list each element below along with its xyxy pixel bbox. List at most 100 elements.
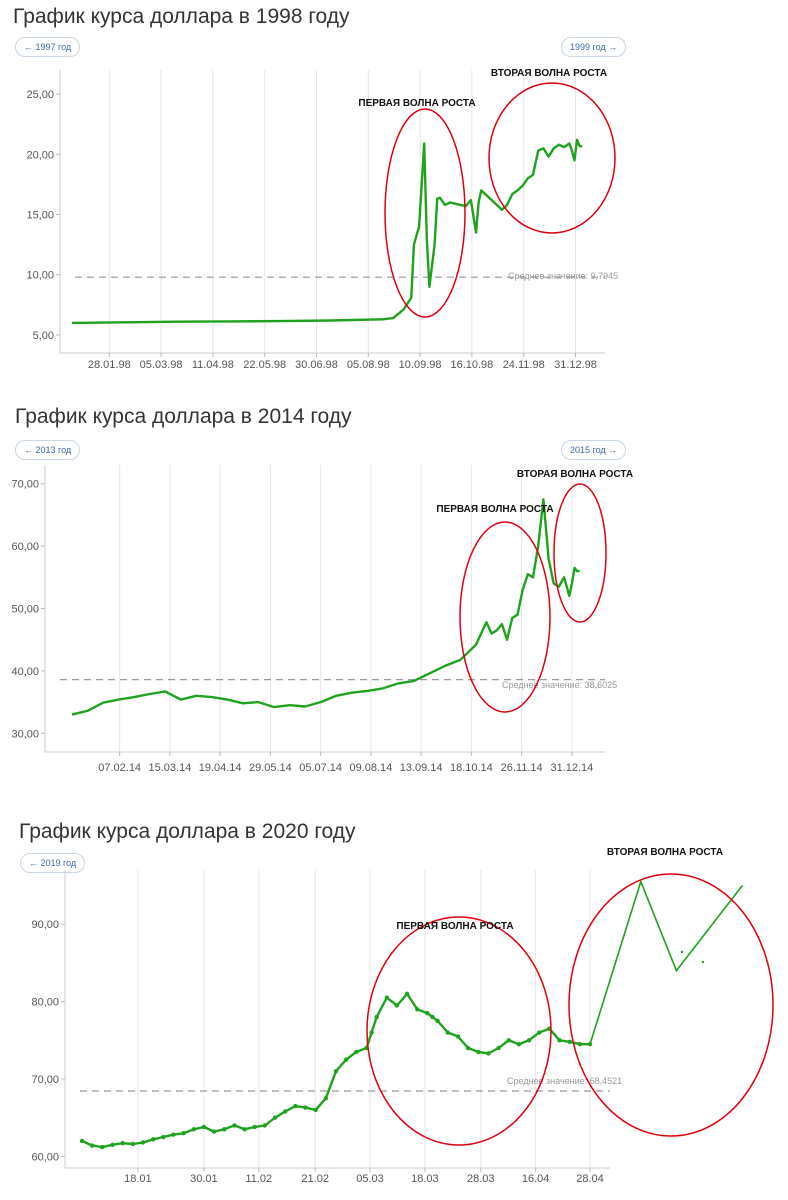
- prev-year-button[interactable]: ← 2013 год: [15, 440, 81, 460]
- x-tick-label: 05.03: [356, 1173, 384, 1185]
- x-tick-label: 29.05.14: [249, 762, 292, 774]
- x-tick-label: 30.06.98: [295, 359, 338, 371]
- annotation-second-wave: ВТОРАЯ ВОЛНА РОСТА: [607, 847, 723, 858]
- highlight-circle-second-wave: [488, 82, 616, 234]
- series-point: [430, 1014, 435, 1020]
- y-tick-label: 30,00: [11, 728, 39, 740]
- series-point: [272, 1115, 278, 1120]
- y-tick-label: 70,00: [11, 479, 39, 491]
- next-year-button[interactable]: 1999 год →: [561, 37, 627, 57]
- chart-title: График курса доллара в 1998 году: [13, 5, 350, 28]
- x-tick-label: 10.09.98: [399, 359, 442, 371]
- highlight-circle-first-wave: [459, 521, 551, 713]
- series-point: [283, 1109, 288, 1114]
- series-point: [130, 1141, 135, 1147]
- series-point: [384, 995, 389, 1000]
- series-point: [476, 1049, 481, 1055]
- series-point: [577, 1041, 583, 1047]
- series-point: [343, 1057, 349, 1062]
- series-point: [506, 1038, 511, 1043]
- series-point: [89, 1143, 95, 1148]
- line-chart-1998: 5,00 10,00 15,00 20,00 25,00 28.01.98 05.03.98…: [26, 68, 618, 371]
- prev-year-button[interactable]: ← 1997 год: [15, 37, 81, 57]
- average-label: Среднее значение: 68,4521: [507, 1076, 622, 1086]
- series-point: [293, 1103, 298, 1109]
- y-tick-label: 25,00: [26, 89, 54, 101]
- x-tick-label: 13.09.14: [400, 762, 443, 774]
- series-point: [455, 1034, 461, 1039]
- x-tick-label: 11.02: [245, 1173, 272, 1185]
- chart-panel-2020: График курса доллара в 2020 году ← 2019 …: [0, 812, 788, 1200]
- x-tick-label: 31.12.14: [550, 762, 593, 774]
- series-point: [369, 1030, 374, 1035]
- x-tick-label: 05.03.98: [140, 359, 183, 371]
- highlight-circle-first-wave: [366, 916, 552, 1146]
- series-point: [140, 1140, 146, 1145]
- series-line: [71, 498, 580, 716]
- series-point: [486, 1051, 491, 1056]
- x-tick-label: 28.04: [576, 1173, 604, 1185]
- stray-dot: [680, 950, 684, 954]
- x-tick-label: 19.04.14: [199, 762, 242, 774]
- y-tick-label: 70,00: [31, 1074, 59, 1086]
- chart-panel-1998: График курса доллара в 1998 году ← 1997 …: [0, 0, 788, 390]
- series-point: [181, 1130, 186, 1136]
- series-point: [171, 1132, 176, 1137]
- annotation-second-wave: ВТОРАЯ ВОЛНА РОСТА: [517, 469, 633, 480]
- prev-year-button[interactable]: ← 2019 год: [20, 853, 86, 873]
- x-tick-label: 28.01.98: [88, 359, 131, 371]
- x-tick-label: 31.12.98: [554, 359, 597, 371]
- series-point: [222, 1127, 227, 1132]
- x-tick-label: 30.01: [190, 1173, 218, 1185]
- series-point: [232, 1123, 237, 1128]
- series-point: [262, 1123, 268, 1128]
- series-point: [537, 1030, 542, 1035]
- series-point: [374, 1014, 379, 1020]
- x-tick-label: 28.03: [467, 1173, 495, 1185]
- next-year-button[interactable]: 2015 год →: [561, 440, 627, 460]
- series-point: [79, 1138, 85, 1144]
- chart-title: График курса доллара в 2020 году: [19, 820, 356, 843]
- x-tick-label: 11.04.98: [192, 359, 234, 371]
- series-point: [425, 1010, 430, 1016]
- series-point: [110, 1142, 115, 1147]
- x-tick-label: 21.02: [301, 1173, 329, 1185]
- y-tick-label: 5,00: [33, 330, 54, 342]
- y-tick-label: 80,00: [31, 997, 59, 1009]
- x-tick-label: 07.02.14: [98, 762, 141, 774]
- x-tick-label: 18.01: [124, 1173, 152, 1185]
- series-point: [445, 1030, 450, 1035]
- series-point: [415, 1007, 420, 1012]
- annotation-first-wave: ПЕРВАЯ ВОЛНА РОСТА: [436, 504, 553, 515]
- series-line: [71, 138, 583, 325]
- x-tick-label: 09.08.14: [349, 762, 392, 774]
- y-tick-label: 60,00: [11, 541, 39, 553]
- y-tick-label: 50,00: [11, 604, 39, 616]
- line-chart-2014: 30,00 40,00 50,00 60,00 70,00 07.02.14 15.03.1…: [11, 465, 633, 774]
- annotation-second-wave: ВТОРАЯ ВОЛНА РОСТА: [491, 68, 607, 79]
- series-point: [404, 991, 410, 997]
- series-point: [150, 1137, 156, 1142]
- series-point: [323, 1096, 329, 1101]
- series-point: [394, 1003, 400, 1008]
- highlight-circle-second-wave: [553, 483, 607, 623]
- stray-dot: [701, 960, 705, 964]
- y-tick-label: 10,00: [26, 270, 54, 282]
- y-tick-label: 20,00: [26, 149, 54, 161]
- average-label: Среднее значение: 38,6025: [502, 680, 617, 690]
- chart-title: График курса доллара в 2014 году: [15, 405, 352, 428]
- series-point: [465, 1045, 471, 1051]
- x-tick-label: 18.03: [411, 1173, 439, 1185]
- x-tick-label: 05.08.98: [347, 359, 390, 371]
- series-point: [303, 1105, 308, 1110]
- highlight-circle-second-wave: [568, 873, 774, 1137]
- y-tick-label: 90,00: [31, 919, 59, 931]
- series-point: [435, 1018, 440, 1024]
- y-tick-label: 15,00: [26, 210, 54, 222]
- x-tick-label: 15.03.14: [148, 762, 191, 774]
- y-tick-label: 40,00: [11, 666, 39, 678]
- series-point: [516, 1041, 522, 1047]
- series-point: [161, 1134, 166, 1140]
- average-label: Среднее значение: 9,7945: [508, 271, 618, 281]
- series-point: [496, 1045, 501, 1051]
